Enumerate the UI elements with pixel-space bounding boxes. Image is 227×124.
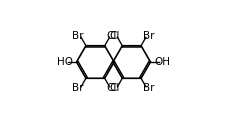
Text: Br: Br (143, 83, 155, 93)
Text: Br: Br (143, 31, 155, 41)
Text: Cl: Cl (110, 31, 120, 41)
Text: Br: Br (72, 31, 84, 41)
Text: Cl: Cl (107, 83, 117, 93)
Text: OH: OH (154, 57, 170, 67)
Text: Cl: Cl (110, 83, 120, 93)
Text: Cl: Cl (107, 31, 117, 41)
Text: HO: HO (57, 57, 73, 67)
Text: Br: Br (72, 83, 84, 93)
